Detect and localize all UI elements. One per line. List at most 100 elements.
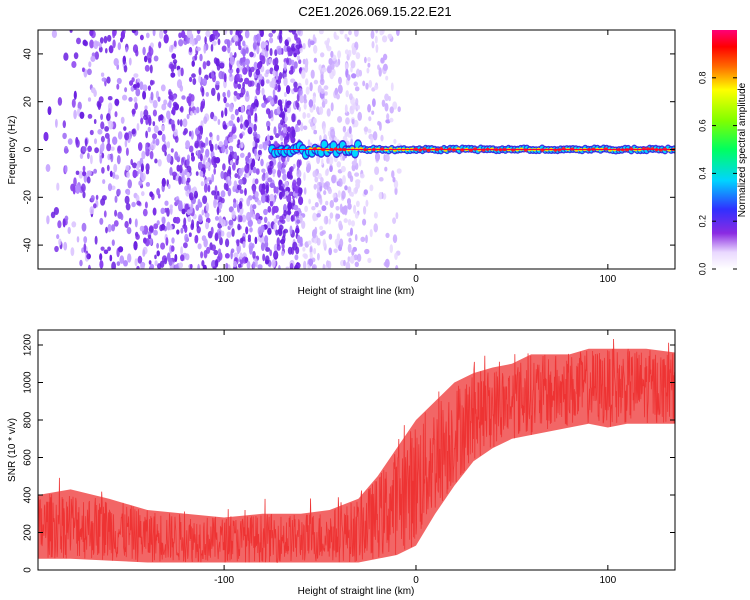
noise-blob <box>350 133 353 140</box>
trace-glow <box>352 149 358 157</box>
noise-blob <box>226 231 232 238</box>
noise-blob <box>186 209 191 216</box>
noise-blob <box>67 138 73 145</box>
trace-core <box>350 147 355 151</box>
noise-blob <box>381 99 386 108</box>
noise-blob <box>347 243 352 253</box>
noise-blob <box>188 77 193 83</box>
noise-blob <box>198 75 202 83</box>
noise-blob <box>114 195 118 203</box>
noise-blob <box>261 168 266 173</box>
noise-blob <box>227 187 232 197</box>
snr-y-label: SNR (10 * v/v) <box>7 418 18 482</box>
colorbar-tick-label: 0.4 <box>697 167 707 180</box>
noise-blob <box>237 263 242 268</box>
noise-blob <box>296 159 301 169</box>
noise-blob <box>205 148 210 158</box>
noise-blob <box>355 52 361 60</box>
noise-blob <box>364 248 370 255</box>
noise-blob <box>106 143 112 152</box>
noise-blob <box>176 229 180 235</box>
noise-blob <box>371 41 375 49</box>
noise-blob <box>387 33 393 40</box>
noise-blob <box>384 102 389 112</box>
noise-blob <box>147 85 151 91</box>
noise-blob <box>138 142 143 151</box>
noise-blob <box>374 166 380 175</box>
noise-blob <box>125 46 128 53</box>
noise-blob <box>271 79 276 89</box>
noise-blob <box>111 224 116 232</box>
noise-blob <box>260 224 265 233</box>
noise-blob <box>185 253 190 261</box>
noise-blob <box>87 264 91 269</box>
noise-blob <box>156 220 160 226</box>
noise-blob <box>184 233 189 243</box>
spectrogram-x-label: Height of straight line (km) <box>298 286 415 297</box>
noise-blob <box>160 223 166 231</box>
noise-blob <box>73 177 77 187</box>
noise-blob <box>86 176 91 184</box>
noise-blob <box>396 30 400 36</box>
noise-blob <box>107 153 111 161</box>
noise-blob <box>119 255 125 264</box>
colorbar-gradient <box>712 30 737 269</box>
colorbar-tick-label: 0.2 <box>697 215 707 228</box>
noise-blob <box>283 73 287 78</box>
noise-blob <box>244 188 247 196</box>
noise-blob <box>233 180 238 190</box>
spectrogram-y-ticks: -40 -20 0 20 40 <box>23 48 675 252</box>
noise-blob <box>86 253 91 260</box>
noise-blob <box>289 262 294 269</box>
noise-blob <box>240 123 243 130</box>
noise-blob <box>273 205 279 213</box>
noise-blob <box>180 254 185 262</box>
noise-blob <box>262 94 266 101</box>
noise-blob <box>232 126 236 133</box>
noise-blob <box>345 261 351 269</box>
noise-blob <box>255 155 259 160</box>
noise-blob <box>89 39 94 49</box>
noise-blob <box>234 109 239 116</box>
noise-blob <box>363 126 369 132</box>
noise-blob <box>290 136 296 144</box>
trace-core <box>553 148 558 152</box>
noise-blob <box>253 61 258 71</box>
noise-blob <box>94 51 100 60</box>
noise-blob <box>201 209 205 216</box>
noise-blob <box>246 211 252 222</box>
noise-blob <box>234 173 238 179</box>
noise-blob <box>135 194 140 202</box>
noise-blob <box>267 221 271 229</box>
noise-blob <box>293 81 298 88</box>
noise-blob <box>302 43 306 50</box>
noise-blob <box>245 47 249 54</box>
noise-blob <box>197 243 202 250</box>
noise-blob <box>310 121 313 128</box>
noise-blob <box>280 119 284 126</box>
noise-blob <box>335 206 340 211</box>
noise-blob <box>324 91 328 96</box>
noise-blob <box>145 169 150 175</box>
noise-blob <box>181 95 186 100</box>
noise-blob <box>106 76 111 84</box>
noise-blob <box>244 77 250 85</box>
noise-blob <box>375 152 380 162</box>
noise-blob <box>271 30 276 34</box>
noise-blob <box>318 64 323 71</box>
noise-blob <box>231 210 236 220</box>
noise-blob <box>108 45 114 54</box>
noise-blob <box>201 103 205 109</box>
noise-blob <box>347 203 352 210</box>
noise-blob <box>227 179 232 187</box>
noise-blob <box>256 45 260 55</box>
noise-blob <box>371 110 375 115</box>
noise-blob <box>308 198 311 205</box>
noise-blob <box>286 131 289 141</box>
noise-blob <box>140 117 144 125</box>
noise-blob <box>282 173 287 182</box>
noise-blob <box>79 111 85 119</box>
noise-blob <box>230 248 235 253</box>
noise-blob <box>362 80 366 87</box>
noise-blob <box>305 78 309 86</box>
